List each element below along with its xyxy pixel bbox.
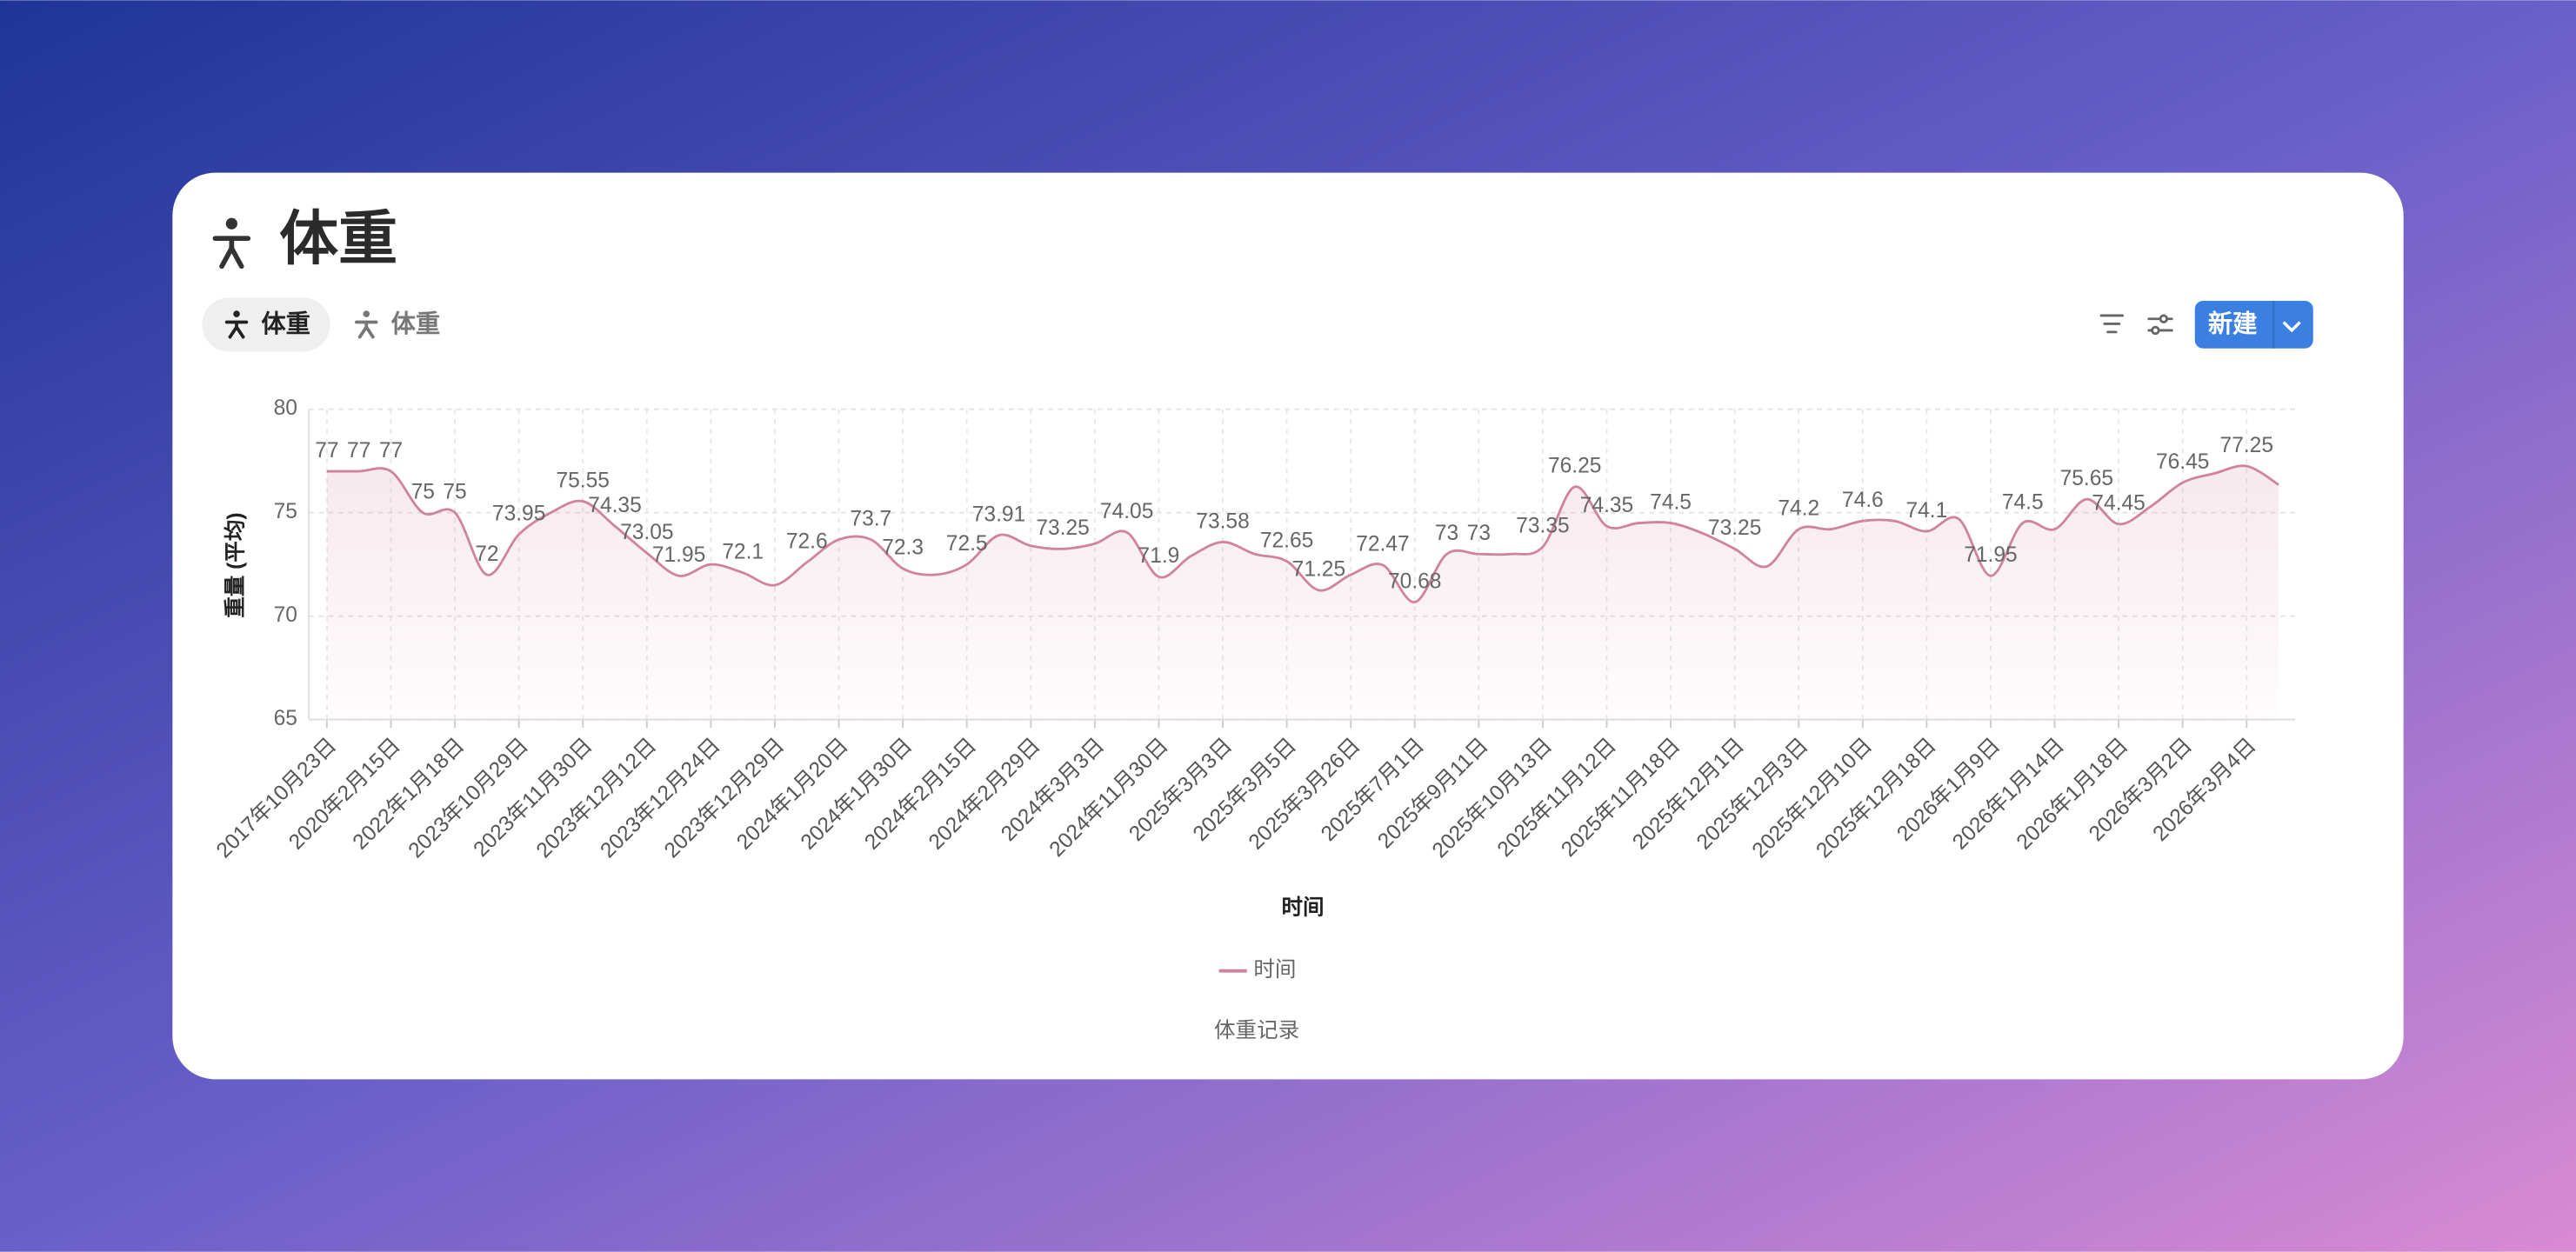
value-label: 71.25	[1292, 558, 1345, 582]
value-label: 73.91	[972, 503, 1025, 526]
line	[326, 464, 2279, 603]
y-tick-label: 75	[274, 500, 297, 523]
value-label: 74.1	[1906, 499, 1948, 523]
value-label: 74.6	[1842, 489, 1884, 512]
value-label: 74.45	[2092, 492, 2145, 516]
value-label: 75.65	[2060, 467, 2113, 490]
value-label: 74.05	[1100, 500, 1153, 523]
value-label: 71.9	[1138, 544, 1180, 568]
value-label: 70.68	[1388, 569, 1441, 593]
value-label: 75	[443, 480, 466, 503]
y-tick-label: 65	[274, 707, 297, 730]
page-title: 体重	[279, 206, 397, 272]
value-label: 73	[1467, 522, 1491, 545]
value-label: 73.25	[1708, 516, 1761, 540]
tab-active[interactable]	[202, 297, 330, 352]
value-label: 71.95	[1964, 543, 2017, 567]
value-label: 77	[379, 439, 403, 463]
value-label: 73.05	[620, 521, 673, 544]
value-label: 76.25	[1548, 455, 1601, 478]
value-label: 71.95	[652, 543, 705, 567]
tab-label[interactable]: 体重	[391, 310, 441, 338]
value-label: 73.95	[492, 502, 545, 525]
value-label: 72.3	[882, 536, 924, 560]
settings-icon[interactable]	[2147, 314, 2173, 336]
value-label: 72	[475, 543, 498, 566]
title-icon	[212, 217, 251, 270]
y-tick-label: 70	[274, 603, 297, 627]
value-label: 76.45	[2156, 450, 2209, 474]
value-label: 74.2	[1778, 497, 1819, 521]
value-label: 75	[411, 480, 435, 503]
value-label: 73.35	[1516, 515, 1569, 538]
value-label: 77.25	[2220, 434, 2273, 457]
value-label: 74.5	[2002, 490, 2044, 514]
x-axis-title: 时间	[1281, 895, 1324, 919]
tab-icon	[355, 310, 378, 339]
value-label: 72.65	[1260, 529, 1313, 552]
new-button-label[interactable]: 新建	[2208, 310, 2258, 338]
tab-label[interactable]: 体重	[261, 310, 310, 338]
caption: 体重记录	[1214, 1018, 1299, 1042]
y-tick-label: 80	[274, 396, 297, 420]
value-label: 72.47	[1356, 533, 1409, 556]
value-label: 73.58	[1196, 509, 1249, 533]
value-label: 77	[347, 439, 370, 463]
value-label: 74.5	[1650, 490, 1692, 514]
value-label: 72.6	[786, 530, 828, 554]
dropdown-icon[interactable]	[2282, 321, 2301, 333]
value-label: 72.1	[722, 540, 764, 563]
new-button[interactable]	[2194, 300, 2313, 349]
value-label: 74.35	[588, 494, 641, 517]
y-axis-title: 重量 (平均)	[224, 512, 248, 617]
value-label: 73.25	[1036, 516, 1089, 540]
value-label: 74.35	[1580, 494, 1633, 517]
value-label: 73	[1435, 522, 1458, 545]
legend-label[interactable]: 时间	[1253, 957, 1296, 982]
value-label: 77	[315, 439, 338, 463]
value-label: 72.5	[946, 532, 988, 556]
value-label: 75.55	[557, 469, 610, 492]
value-label: 73.7	[850, 507, 891, 530]
tab-icon	[224, 310, 249, 339]
filter-icon[interactable]	[2099, 314, 2125, 334]
area	[326, 465, 2279, 720]
